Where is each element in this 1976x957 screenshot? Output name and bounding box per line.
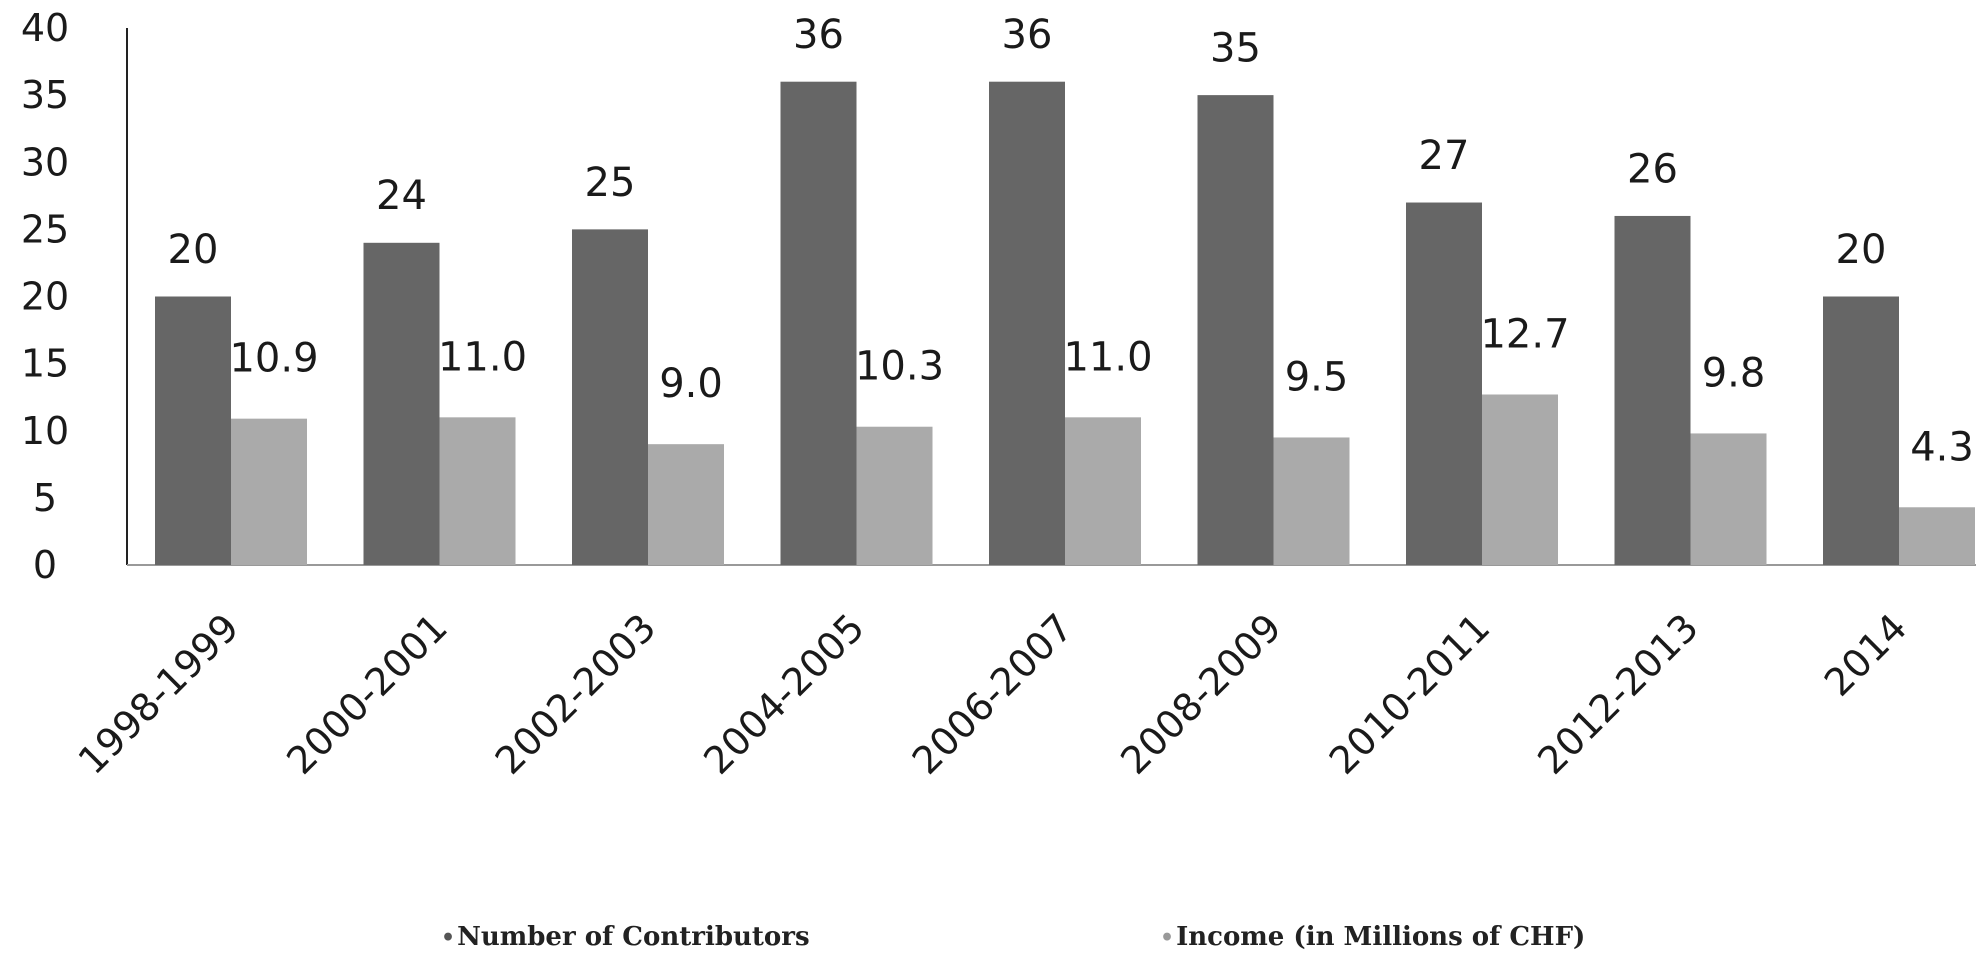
bar-income (1482, 394, 1558, 565)
bar-contributors (1614, 215, 1691, 565)
y-tick-label: 20 (21, 275, 69, 319)
y-tick-label: 35 (21, 73, 69, 117)
bar-contributors (780, 81, 857, 565)
data-label-contributors: 27 (1419, 133, 1470, 179)
data-label-contributors: 25 (585, 160, 636, 206)
data-label-income: 11.0 (1063, 334, 1152, 380)
y-tick-label: 15 (21, 342, 69, 386)
bar-income (648, 444, 724, 565)
data-label-contributors: 36 (1002, 12, 1053, 58)
x-tick-label: 1998-1999 (70, 605, 248, 783)
bar-contributors (363, 242, 440, 566)
bar-chart: 0 5 10 15 20 25 30 35 40 20 10.9 24 11.0 25 9.0 36 10.3… (21, 6, 1976, 783)
y-tick-label: 5 (33, 476, 57, 520)
data-label-income: 12.7 (1480, 312, 1569, 358)
bar-contributors (1823, 296, 1899, 565)
data-label-income: 10.9 (229, 336, 318, 382)
legend-label-income: Income (in Millions of CHF) (1176, 922, 1586, 952)
data-label-income: 9.8 (1702, 350, 1766, 396)
bar-income (231, 418, 307, 565)
x-tick-label: 2014 (1816, 605, 1916, 705)
data-label-contributors: 20 (168, 227, 219, 273)
data-label-contributors: 35 (1210, 26, 1261, 72)
bar-contributors (989, 81, 1065, 565)
x-tick-label: 2000-2001 (278, 605, 456, 783)
x-tick-label: 2012-2013 (1529, 605, 1707, 783)
bar-contributors (1197, 95, 1274, 565)
x-tick-label: 2008-2009 (1112, 605, 1290, 783)
y-tick-label: 25 (21, 207, 69, 251)
bar-contributors (155, 296, 231, 565)
y-tick-label: 10 (21, 409, 69, 453)
data-label-contributors: 24 (376, 173, 427, 219)
legend-item-contributors: •Number of Contributors (441, 922, 810, 952)
data-label-income: 11.0 (438, 334, 527, 380)
data-label-contributors: 20 (1836, 227, 1887, 273)
y-tick-label: 0 (33, 543, 57, 587)
x-tick-label: 2010-2011 (1321, 605, 1499, 783)
y-tick-label: 40 (21, 6, 69, 50)
x-tick-label: 2004-2005 (695, 605, 873, 783)
bar-income (1899, 507, 1975, 565)
bar-contributors (1406, 202, 1482, 565)
bar-income (1690, 433, 1767, 565)
data-label-contributors: 36 (793, 12, 844, 58)
y-axis-ticks: 0 5 10 15 20 25 30 35 40 (21, 6, 69, 587)
x-tick-label: 2002-2003 (487, 605, 665, 783)
legend-marker-income: • (1160, 925, 1175, 951)
data-label-income: 4.3 (1910, 424, 1974, 470)
x-axis-ticks: 1998-1999 2000-2001 2002-2003 2004-2005 2006… (70, 605, 1916, 783)
bar-income (439, 417, 516, 565)
bar-contributors (572, 229, 648, 565)
bars-group (155, 81, 1975, 566)
data-labels-group: 20 10.9 24 11.0 25 9.0 36 10.3 36 11.0 35 9.5 27 12.7… (168, 12, 1974, 470)
bar-income (1273, 437, 1350, 565)
y-tick-label: 30 (21, 140, 69, 184)
x-tick-label: 2006-2007 (904, 605, 1082, 783)
legend-marker-contributors: • (441, 925, 456, 951)
data-label-contributors: 26 (1627, 146, 1678, 192)
legend-label-contributors: Number of Contributors (457, 922, 810, 952)
data-label-income: 9.5 (1285, 354, 1349, 400)
data-label-income: 10.3 (855, 344, 944, 390)
data-label-income: 9.0 (659, 361, 723, 407)
legend-item-income: •Income (in Millions of CHF) (1160, 922, 1585, 952)
bar-income (856, 426, 933, 565)
bar-income (1065, 417, 1141, 565)
